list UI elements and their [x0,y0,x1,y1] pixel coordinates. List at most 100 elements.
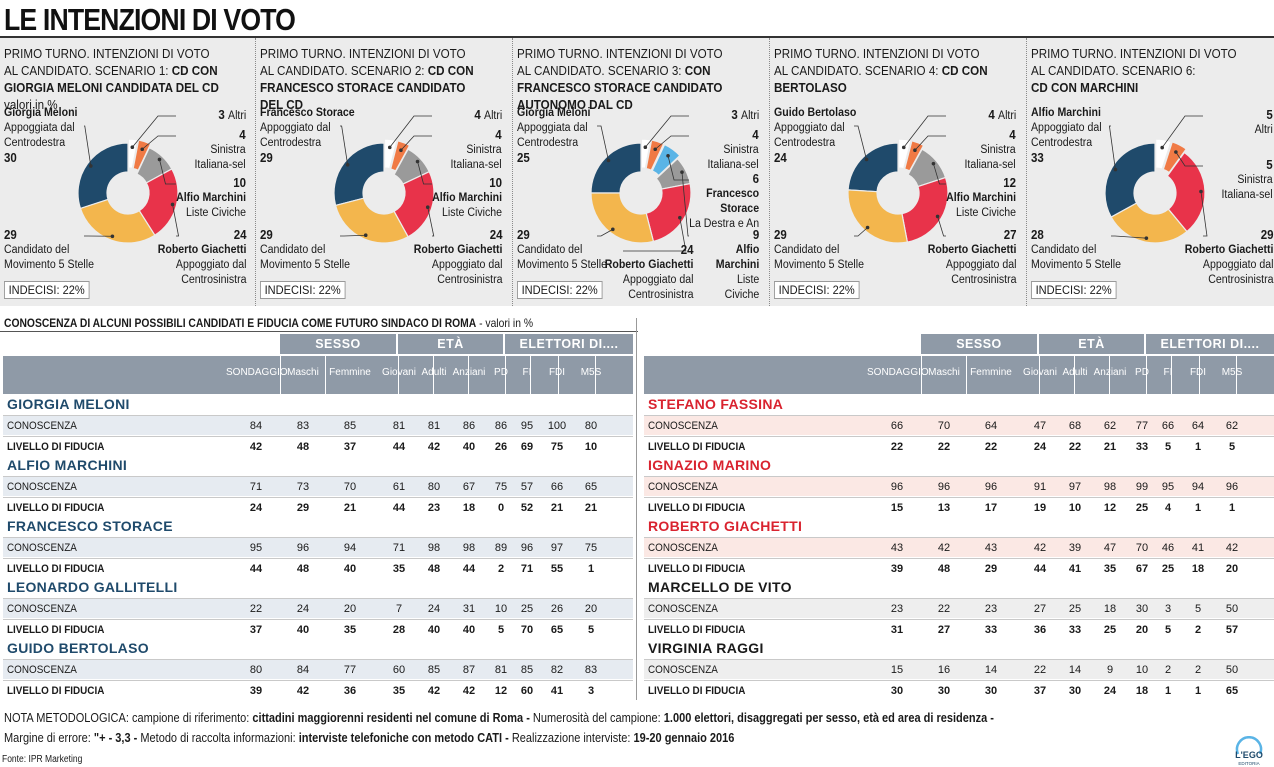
row-label: CONOSCENZA [648,542,718,554]
candidate-name: LEONARDO GALLITELLI [7,579,178,595]
column-divider [1109,356,1110,394]
cell-value: 5 [1228,441,1236,453]
cell-value: 33 [1068,624,1082,636]
slice-value: 9 [752,228,759,242]
slice-label: 3 Altri [218,108,246,124]
cell-value: 1 [1194,502,1202,514]
cell-value: 46 [1161,542,1175,554]
leader-line [417,161,432,185]
slice-desc: Liste Civiche [442,207,502,219]
leader-line [172,204,180,237]
slice-label: 24 Roberto Giachetti Appoggiato dal Centro… [413,228,502,288]
cell-value: 66 [550,481,564,493]
leader-line [1111,235,1147,239]
row-label: CONOSCENZA [7,542,77,554]
cell-value: 36 [343,685,357,697]
row-label: LIVELLO DI FIDUCIA [7,624,105,636]
cell-value: 17 [984,502,998,514]
leader-line [933,163,946,185]
cell-value: 70 [343,481,357,493]
cell-value: 2 [497,563,505,575]
column-header: FDI [548,367,566,378]
cell-value: 95 [249,542,263,554]
cell-value: 31 [890,624,904,636]
panel-title: PRIMO TURNO. INTENZIONI DI VOTO AL CANDI… [774,47,988,95]
cell-value: 3 [1164,603,1172,615]
candidate-block: MARCELLO DE VITO CONOSCENZA 23 22 23 27 25 18 30… [644,579,1274,640]
donut-slice-altri [383,138,398,170]
slice-name: Roberto Giachetti [604,259,693,271]
row-label: CONOSCENZA [648,603,718,615]
candidate-block: LEONARDO GALLITELLI CONOSCENZA 22 24 20 7 24 31… [3,579,633,640]
slice-value: 4 [752,128,759,142]
cell-value: 21 [550,502,564,514]
slice-name: Giorgia Meloni [517,107,591,119]
column-divider [530,356,531,394]
leader-line [159,159,176,185]
cell-value: 29 [296,502,310,514]
panel-separator [1026,38,1027,306]
cell-value: 25 [1068,603,1082,615]
slice-name: Sinistra Italiana-sel [194,144,246,171]
leader-line [597,228,614,237]
slice-desc: Appoggiato dal Centrosinistra [945,259,1016,286]
cell-value: 85 [427,664,441,676]
cell-value: 30 [890,685,904,697]
candidate-name: GIORGIA MELONI [7,396,130,412]
row-label: CONOSCENZA [7,420,77,432]
slice-label: 10 Alfio Marchini Liste Civiche [432,176,502,221]
row-label: LIVELLO DI FIDUCIA [648,685,746,697]
slice-name: Roberto Giachetti [927,244,1016,256]
cell-value: 80 [584,420,598,432]
column-header: FI [1163,367,1173,378]
slice-value: 4 [988,108,998,122]
method-note-line1: NOTA METODOLOGICA: campione di riferimen… [4,711,994,725]
cell-value: 5 [497,624,505,636]
fiducia-row: LIVELLO DI FIDUCIA 22 22 22 24 22 21 33 5 1 5 [644,436,1274,456]
cell-value: 26 [494,441,508,453]
cell-value: 18 [1191,563,1205,575]
cell-value: 95 [520,420,534,432]
leader-dot [415,159,420,164]
column-divider [921,356,922,394]
slice-value: 12 [1003,176,1016,190]
donut-chart [590,115,692,252]
leader-dot [931,161,936,166]
column-header: Giovani [1023,367,1057,378]
cell-value: 71 [520,563,534,575]
cell-value: 33 [1135,441,1149,453]
cell-value: 66 [1161,420,1175,432]
cell-value: 3 [587,685,595,697]
cell-value: 99 [1135,481,1149,493]
row-label: LIVELLO DI FIDUCIA [7,502,105,514]
cell-value: 77 [343,664,357,676]
cell-value: 40 [296,624,310,636]
slice-desc: La Destra e An [689,218,759,230]
cell-value: 21 [584,502,598,514]
cell-value: 44 [1033,563,1047,575]
fiducia-row: LIVELLO DI FIDUCIA 31 27 33 36 33 25 20 5 2 57 [644,619,1274,639]
slice-name: Guido Bertolaso [774,107,857,119]
cell-value: 85 [520,664,534,676]
slice-name: Alfio Marchini [946,192,1016,204]
fiducia-row: LIVELLO DI FIDUCIA 44 48 40 35 48 44 2 71 55 1 [3,558,633,578]
slice-name: Candidato del Movimento 5 Stelle [4,244,94,271]
donut-slice-francesco-storace [333,142,385,207]
cell-value: 23 [890,603,904,615]
cell-value: 44 [249,563,263,575]
leader-line [654,135,689,150]
slice-desc: Appoggiato dal Centrodestra [774,122,845,149]
column-divider [966,356,967,394]
row-label: LIVELLO DI FIDUCIA [648,441,746,453]
row-label: CONOSCENZA [7,664,77,676]
slice-name: Candidato del Movimento 5 Stelle [517,244,607,271]
cell-value: 65 [550,624,564,636]
donut-slice-alfio-marchini [1104,142,1156,218]
cell-value: 48 [296,441,310,453]
leader-dot [140,147,145,152]
source-credit: Fonte: IPR Marketing [2,754,83,765]
cell-value: 86 [462,420,476,432]
cell-value: 25 [520,603,534,615]
slice-value: 24 [680,243,693,257]
donut-slice-altri [897,138,912,170]
